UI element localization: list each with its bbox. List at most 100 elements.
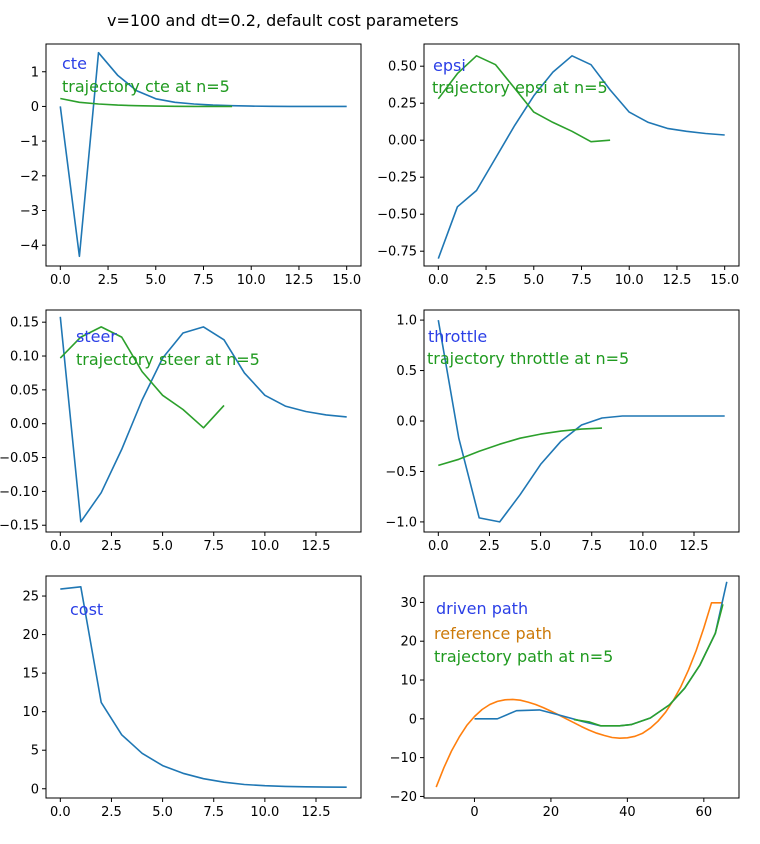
panel-steer: 0.0 2.5 5.0 7.5 10.0 12.5 0.15 0.10 0.05 0.00 −0.0…: [0, 309, 362, 554]
axes-frame: [423, 575, 740, 799]
x-tick-label: 15.0: [332, 273, 361, 288]
x-tick-label: 0.0: [50, 539, 71, 554]
y-tick-label: 0.0: [396, 415, 417, 430]
y-tick-label: 0.10: [10, 350, 39, 365]
y-tick-label: 20: [400, 635, 417, 650]
series-line-orange: [435, 601, 723, 788]
y-tick-label: −2: [20, 169, 39, 184]
x-tick-label: 12.5: [662, 273, 691, 288]
panel-throttle: 0.0 2.5 5.0 7.5 10.0 12.5 1.0 0.5 0.0 −0.5 −1.0 thr…: [385, 309, 740, 554]
y-tick-label: −3: [20, 204, 39, 219]
annotation-label: trajectory cte at n=5: [62, 77, 230, 96]
x-tick-label: 7.5: [203, 805, 224, 820]
x-tick-label: 15.0: [710, 273, 739, 288]
x-tick-label: 12.5: [302, 539, 331, 554]
panel-cost: 0.0 2.5 5.0 7.5 10.0 12.5 25 20 15 10 5 0 cost: [22, 575, 362, 820]
x-tick-label: 7.5: [193, 273, 214, 288]
x-tick-label: 12.5: [284, 273, 313, 288]
axes-frame: [45, 309, 362, 533]
x-tick-label: 10.0: [250, 539, 279, 554]
series-line-green: [59, 326, 225, 429]
y-tick-label: 0.5: [396, 364, 417, 379]
y-tick-label: −10: [390, 751, 417, 766]
y-tick-label: 0: [31, 782, 39, 797]
y-tick-label: 1: [31, 65, 39, 80]
y-tick-label: −0.75: [377, 245, 417, 260]
y-tick-label: −1.0: [385, 515, 417, 530]
x-tick-label: 0.0: [50, 805, 71, 820]
panel-path: 0 20 40 60 30 20 10 0 −10 −20 driven path reference…: [390, 575, 740, 820]
y-tick-label: −1: [20, 135, 39, 150]
y-tick-label: 0.25: [388, 97, 417, 112]
series-line-blue: [437, 319, 725, 523]
panel-epsi: 0.0 2.5 5.0 7.5 10.0 12.5 15.0 0.50 0.25 0.00 −0.2…: [377, 43, 740, 288]
x-tick-label: 2.5: [101, 539, 122, 554]
x-tick-label: 7.5: [581, 539, 602, 554]
x-tick-label: 0.0: [428, 539, 449, 554]
y-tick-label: 0.15: [10, 316, 39, 331]
annotation-label: epsi: [433, 56, 466, 75]
x-tick-label: 10.0: [250, 805, 279, 820]
series-line-blue: [437, 54, 725, 259]
x-tick-label: 12.5: [302, 805, 331, 820]
x-tick-label: 7.5: [203, 539, 224, 554]
y-tick-label: 10: [400, 674, 417, 689]
x-tick-label: 5.0: [523, 273, 544, 288]
panel-cte: 0.0 2.5 5.0 7.5 10.0 12.5 15.0 1 0 −1 −2 −3 −4 cte tra…: [20, 43, 362, 288]
annotation-label: driven path: [436, 599, 528, 618]
annotation-label: cost: [70, 600, 103, 619]
x-tick-label: 5.0: [152, 539, 173, 554]
y-tick-label: 25: [22, 590, 39, 605]
x-tick-label: 60: [696, 805, 713, 820]
x-tick-label: 10.0: [615, 273, 644, 288]
y-tick-label: −4: [20, 239, 39, 254]
y-tick-label: −0.25: [377, 171, 417, 186]
series-line-green: [573, 604, 724, 727]
annotation-label: cte: [62, 54, 87, 73]
figure-title: v=100 and dt=0.2, default cost parameter…: [107, 11, 459, 30]
x-tick-label: 2.5: [98, 273, 119, 288]
annotation-label: steer: [76, 327, 117, 346]
x-tick-label: 0.0: [50, 273, 71, 288]
x-tick-label: 40: [619, 805, 636, 820]
y-tick-label: 0.50: [388, 60, 417, 75]
y-tick-label: 0.00: [10, 417, 39, 432]
axes-frame: [45, 575, 362, 799]
y-tick-label: −0.10: [0, 485, 39, 500]
x-tick-label: 2.5: [479, 539, 500, 554]
y-tick-label: −0.50: [377, 208, 417, 223]
x-tick-label: 5.0: [530, 539, 551, 554]
annotation-label: reference path: [434, 624, 552, 643]
y-tick-label: 0.00: [388, 134, 417, 149]
x-tick-label: 5.0: [152, 805, 173, 820]
y-tick-label: 0.05: [10, 383, 39, 398]
x-tick-label: 0: [470, 805, 478, 820]
x-tick-label: 0.0: [428, 273, 449, 288]
y-tick-label: 15: [22, 667, 39, 682]
series-line-green: [60, 97, 233, 108]
series-line-blue: [60, 585, 347, 789]
y-tick-label: 1.0: [396, 314, 417, 329]
y-tick-label: 20: [22, 628, 39, 643]
y-tick-label: −0.05: [0, 451, 39, 466]
x-tick-label: 12.5: [680, 539, 709, 554]
x-tick-label: 2.5: [101, 805, 122, 820]
y-tick-label: 0: [409, 712, 417, 727]
annotation-label: trajectory path at n=5: [434, 647, 613, 666]
annotation-label: trajectory epsi at n=5: [432, 78, 608, 97]
series-line-blue: [59, 51, 347, 258]
x-tick-label: 10.0: [237, 273, 266, 288]
y-tick-label: 5: [31, 744, 39, 759]
y-tick-label: −0.15: [0, 519, 39, 534]
series-line-green: [437, 54, 611, 143]
series-line-green: [438, 427, 603, 467]
annotation-label: trajectory steer at n=5: [76, 350, 260, 369]
x-tick-label: 10.0: [628, 539, 657, 554]
series-line-blue: [59, 316, 347, 523]
y-tick-label: −20: [390, 790, 417, 805]
y-tick-label: 30: [400, 596, 417, 611]
x-tick-label: 2.5: [476, 273, 497, 288]
x-tick-label: 20: [543, 805, 560, 820]
y-tick-label: −0.5: [385, 465, 417, 480]
